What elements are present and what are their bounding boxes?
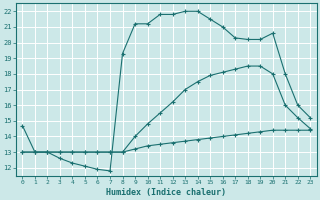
X-axis label: Humidex (Indice chaleur): Humidex (Indice chaleur) xyxy=(106,188,226,197)
